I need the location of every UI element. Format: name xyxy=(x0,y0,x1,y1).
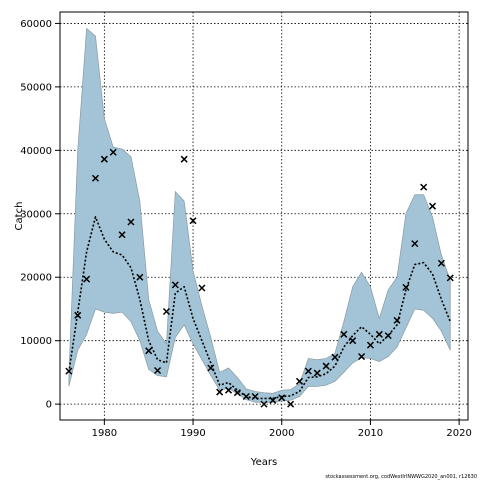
y-tick-label: 0 xyxy=(46,400,52,411)
y-axis-ticks: 0 10000 20000 30000 40000 50000 60000 xyxy=(20,19,60,411)
confidence-band-area xyxy=(68,27,451,403)
observed-point xyxy=(136,273,144,281)
x-tick-label: 2010 xyxy=(358,428,383,439)
observed-point xyxy=(74,311,82,319)
observed-point xyxy=(437,259,445,267)
observed-point xyxy=(322,362,330,370)
observed-point xyxy=(446,274,454,282)
x-tick-label: 1990 xyxy=(180,428,205,439)
y-tick-label: 10000 xyxy=(20,336,52,347)
observed-point xyxy=(304,367,312,375)
observed-point xyxy=(278,394,286,402)
observed-point xyxy=(295,377,304,385)
observed-point xyxy=(145,347,153,355)
observed-point xyxy=(251,392,259,401)
observed-point xyxy=(428,202,437,210)
observed-point xyxy=(260,400,268,408)
y-tick-label: 20000 xyxy=(20,273,52,284)
observed-point xyxy=(269,396,277,404)
observed-point xyxy=(224,386,233,394)
observed-point xyxy=(287,400,295,408)
observed-point xyxy=(154,366,162,375)
observed-point xyxy=(91,174,100,182)
observed-point xyxy=(366,341,374,349)
observed-point xyxy=(331,353,339,361)
observed-point xyxy=(340,330,348,338)
x-axis-title: Years xyxy=(250,457,277,468)
observed-point xyxy=(313,369,321,377)
y-axis-title: Catch xyxy=(14,202,25,231)
observed-point xyxy=(109,148,117,156)
observed-point xyxy=(216,388,224,396)
observed-point xyxy=(162,307,170,316)
x-axis-ticks: 1980 1990 2000 2010 2020 xyxy=(92,420,472,439)
observed-point xyxy=(402,283,410,291)
observed-point xyxy=(171,281,179,289)
confidence-band xyxy=(68,27,451,403)
plot-frame xyxy=(59,11,469,421)
y-tick-label: 60000 xyxy=(20,19,52,30)
observed-points xyxy=(65,148,454,408)
observed-point xyxy=(420,183,428,191)
x-tick-label: 2000 xyxy=(269,428,294,439)
x-tick-label: 1980 xyxy=(92,428,117,439)
y-tick-label: 30000 xyxy=(20,209,52,220)
observed-point xyxy=(189,217,197,225)
observed-point xyxy=(198,284,206,292)
observed-point xyxy=(358,353,366,361)
observed-point xyxy=(83,275,91,283)
observed-point xyxy=(393,316,401,324)
observed-point xyxy=(384,332,392,340)
observed-point xyxy=(242,392,250,401)
y-tick-label: 50000 xyxy=(20,82,52,93)
observed-point xyxy=(233,389,241,397)
observed-point xyxy=(375,330,383,338)
observed-point xyxy=(349,337,357,345)
observed-point xyxy=(118,231,126,239)
source-note: stockassessment.org, codWestIrlNWWG2020_… xyxy=(325,474,477,480)
observed-point xyxy=(127,218,135,226)
x-tick-label: 2020 xyxy=(446,428,471,439)
observed-point xyxy=(207,364,215,372)
observed-point xyxy=(100,155,108,163)
observed-point xyxy=(411,240,419,248)
y-tick-label: 40000 xyxy=(20,146,52,157)
observed-point xyxy=(180,155,188,163)
observed-point xyxy=(65,367,73,375)
